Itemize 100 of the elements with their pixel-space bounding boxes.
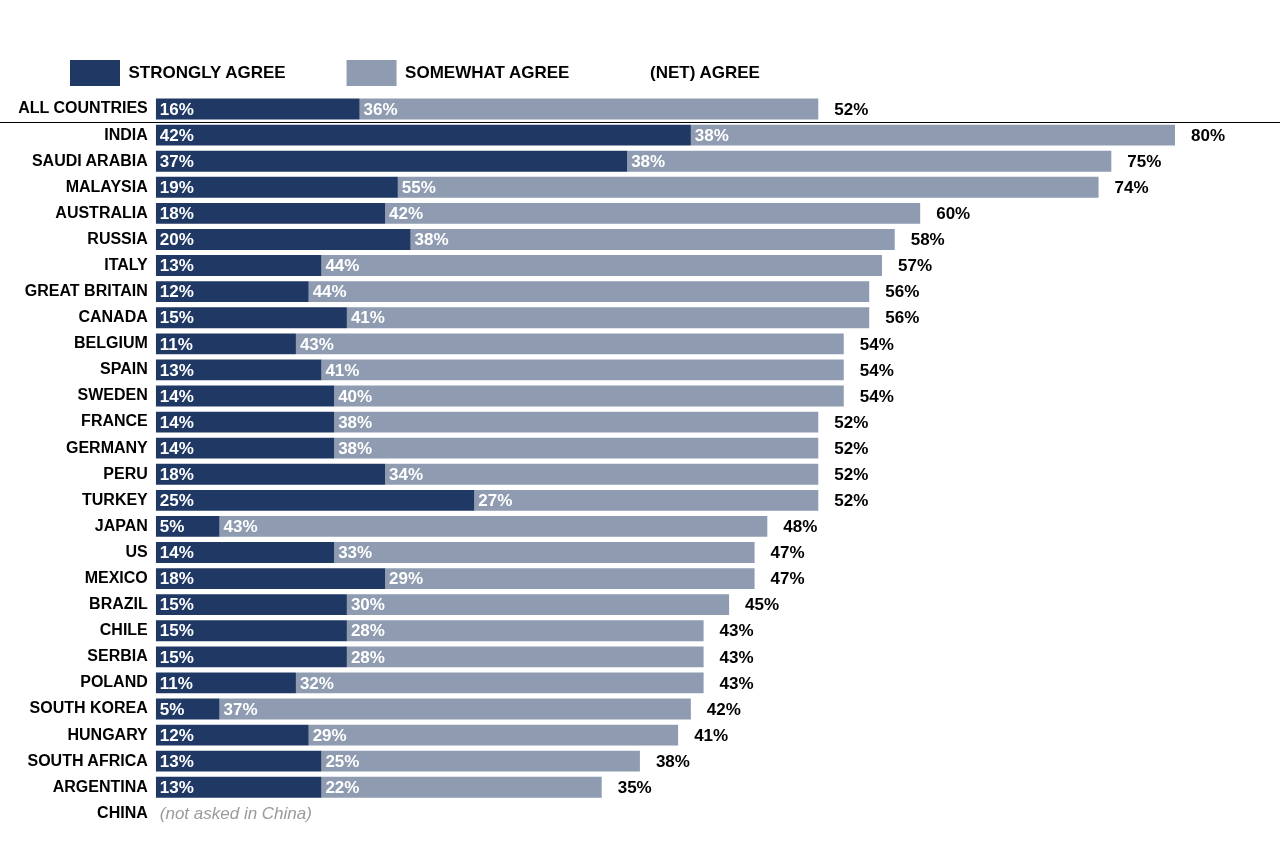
data-label: 40% [338,386,373,406]
y-tick-label: JAPAN [94,516,148,534]
y-tick-label: MEXICO [84,568,148,586]
bar [155,620,347,642]
data-label: 11% [159,334,193,354]
y-tick-label: AUSTRALIA [55,203,149,221]
y-tick-label: GREAT BRITAIN [24,282,148,300]
data-label: 18% [159,569,194,589]
bar [627,150,1112,172]
bar [155,333,296,355]
bar [155,463,386,485]
data-label: 12% [159,282,194,302]
total-label: 47% [770,569,805,589]
data-label: 38% [694,125,729,145]
bar [334,437,819,459]
bar [321,776,602,798]
bar [334,385,844,407]
y-tick-label: GERMANY [65,438,149,456]
data-label: 55% [401,177,436,197]
bar [321,750,640,772]
data-label: 30% [350,595,385,615]
data-label: 13% [159,256,194,276]
bar [359,98,819,120]
total-label: 52% [834,438,869,458]
bar [155,724,309,746]
bar [155,124,691,146]
total-label: 43% [719,647,754,667]
bar [321,255,882,276]
data-label: 15% [159,595,194,615]
data-label: 11% [159,673,193,693]
data-label: 15% [159,647,194,667]
data-label: 22% [325,777,360,797]
data-label: 43% [299,334,334,354]
total-label: 75% [1127,151,1162,171]
y-tick-label: INDIA [104,125,149,143]
y-tick-label: SOUTH KOREA [29,699,149,717]
total-label: 54% [859,334,894,354]
data-label: 18% [159,204,194,224]
y-tick-label: BELGIUM [73,334,148,352]
data-label: 25% [159,491,194,511]
bar [346,646,704,668]
y-tick-label: US [125,542,149,560]
bar [410,229,895,250]
y-tick-label: RUSSIA [87,229,149,247]
data-label: 15% [159,621,194,641]
bar [385,202,921,224]
bar [321,359,844,381]
bar [474,489,819,511]
data-label: 14% [159,412,194,432]
total-label: 43% [719,621,754,641]
data-label: 41% [350,308,385,328]
bar [219,515,768,537]
text: (NET) AGREE [650,62,760,82]
data-label: 36% [363,99,398,119]
y-tick-label: FRANCE [81,412,149,430]
data-label: 29% [389,569,424,589]
bar [155,542,335,563]
bar [155,202,386,224]
data-label: 13% [159,360,194,380]
total-label: 74% [1114,177,1149,197]
bar [155,750,322,772]
bar [155,150,628,172]
data-label: 29% [312,725,347,745]
y-tick-label: CHILE [99,621,149,639]
bar [155,229,411,250]
y-tick-label: CANADA [78,308,149,326]
data-label: 38% [338,412,373,432]
bar [155,594,347,616]
total-label: 43% [719,673,754,693]
data-label: 25% [325,751,360,771]
annotation: (not asked in China) [159,804,312,824]
bar [155,98,360,120]
data-label: 27% [478,491,513,511]
bar [219,698,691,720]
data-label: 37% [159,151,194,171]
bar [308,724,679,746]
bar [295,333,844,355]
data-label: 32% [299,673,334,693]
data-label: 19% [159,177,194,197]
legend-label: SOMEWHAT AGREE [405,62,570,82]
data-label: 34% [389,464,424,484]
bar [155,646,347,668]
total-label: 54% [859,386,894,406]
data-label: 42% [389,204,424,224]
data-label: 44% [312,282,347,302]
bar [155,176,398,198]
data-label: 38% [338,438,373,458]
data-label: 38% [414,230,449,250]
data-label: 13% [159,777,194,797]
y-tick-label: SERBIA [87,647,149,665]
y-tick-label: TURKEY [81,490,149,508]
data-label: 28% [350,621,385,641]
bar [155,672,296,694]
total-label: 52% [834,491,869,511]
y-tick-label: SOUTH AFRICA [27,751,149,769]
y-tick-label: CHINA [97,803,149,821]
data-label: 20% [159,230,194,250]
data-label: 14% [159,543,194,563]
bar [385,463,819,485]
data-label: 41% [325,360,360,380]
